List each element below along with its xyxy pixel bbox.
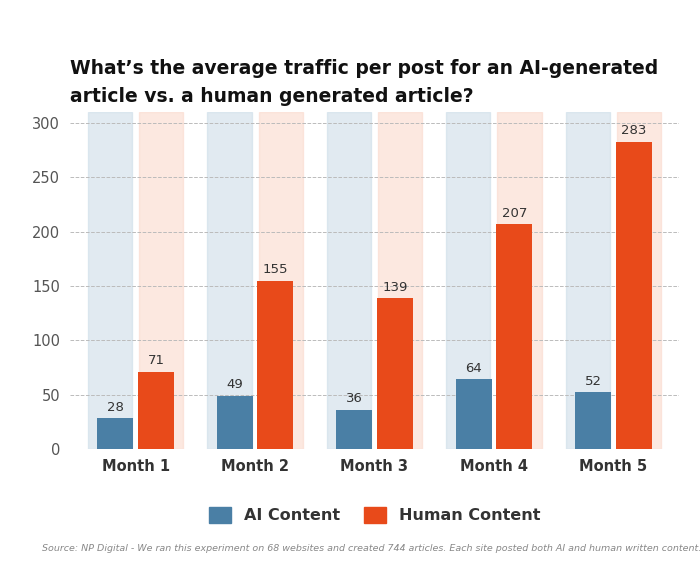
Text: 155: 155 (262, 263, 288, 276)
Text: article vs. a human generated article?: article vs. a human generated article? (70, 87, 474, 106)
Text: NEILPATEL: NEILPATEL (9, 254, 18, 307)
Text: What’s the average traffic per post for an AI-generated: What’s the average traffic per post for … (70, 59, 658, 78)
Bar (138, 372, 174, 449)
Bar (217, 396, 253, 449)
Text: 283: 283 (621, 124, 646, 137)
Text: 207: 207 (501, 206, 527, 220)
Bar (139, 112, 183, 449)
Bar (88, 112, 132, 449)
Bar (258, 280, 293, 449)
Bar (97, 419, 133, 449)
Bar (575, 392, 611, 449)
Text: 52: 52 (584, 375, 601, 388)
Bar (207, 112, 251, 449)
Bar (327, 112, 371, 449)
Bar (336, 410, 372, 449)
Text: 36: 36 (346, 392, 363, 406)
Text: 28: 28 (107, 401, 124, 414)
Bar (456, 379, 491, 449)
Bar (616, 141, 652, 449)
Bar (617, 112, 661, 449)
Text: 64: 64 (466, 362, 482, 375)
Text: 71: 71 (148, 355, 164, 367)
Bar (446, 112, 490, 449)
Text: 139: 139 (382, 280, 407, 293)
Bar (496, 224, 532, 449)
Bar (259, 112, 303, 449)
Legend: AI Content, Human Content: AI Content, Human Content (209, 507, 540, 523)
Bar (377, 298, 413, 449)
Bar (566, 112, 610, 449)
Bar (498, 112, 542, 449)
Text: 49: 49 (226, 378, 243, 391)
Text: Source: NP Digital - We ran this experiment on 68 websites and created 744 artic: Source: NP Digital - We ran this experim… (42, 544, 700, 553)
Bar (378, 112, 422, 449)
